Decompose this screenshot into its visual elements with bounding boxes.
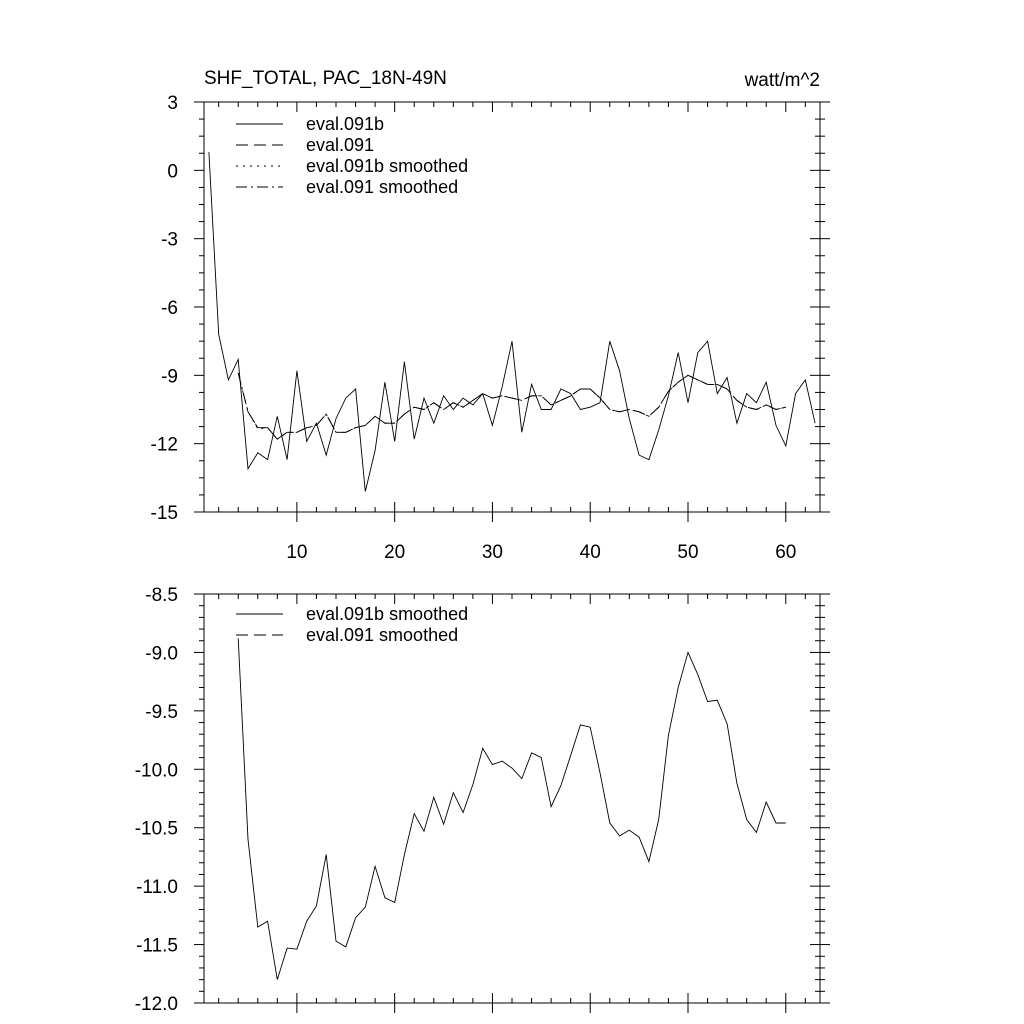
x-tick-label: 10 xyxy=(286,542,307,563)
legend-label: eval.091b smoothed xyxy=(306,156,468,176)
y-tick-label: -9 xyxy=(161,366,178,387)
y-tick-label: 3 xyxy=(167,93,178,114)
y-tick-label: -12 xyxy=(151,435,178,456)
y-tick-label: -12.0 xyxy=(135,994,178,1015)
legend-label: eval.091b xyxy=(306,114,384,134)
x-tick-label: 30 xyxy=(482,542,503,563)
x-tick-label: 40 xyxy=(580,542,601,563)
y-tick-label: -9.0 xyxy=(145,643,178,664)
y-tick-label: -11.0 xyxy=(136,877,178,898)
series-line xyxy=(237,638,786,980)
units-label: watt/m^2 xyxy=(744,70,820,91)
y-tick-label: -9.5 xyxy=(145,702,178,723)
y-tick-label: -10.5 xyxy=(135,819,178,840)
legend-label: eval.091 smoothed xyxy=(306,177,458,197)
series-line xyxy=(237,372,786,440)
x-tick-label: 20 xyxy=(384,542,405,563)
plot-frame xyxy=(203,101,821,513)
legend-label: eval.091b smoothed xyxy=(306,604,468,624)
panel-title: SHF_TOTAL, PAC_18N-49N xyxy=(204,68,447,89)
x-tick-label: 60 xyxy=(775,542,796,563)
y-tick-label: -15 xyxy=(151,503,178,524)
y-tick-label: -3 xyxy=(161,230,178,251)
x-tick-label: 50 xyxy=(677,542,698,563)
y-tick-label: -10.0 xyxy=(135,760,178,781)
y-tick-label: -6 xyxy=(161,298,178,319)
top-panel: SHF_TOTAL, PAC_18N-49N watt/m^2 10 20 30 40… xyxy=(151,68,830,563)
legend-label: eval.091 xyxy=(306,135,374,155)
bottom-panel: -8.5 -9.0 -9.5 -10.0 -10.5 -11.0 -11.5 -12.0 eva… xyxy=(135,585,830,1015)
y-tick-label: 0 xyxy=(167,161,178,182)
legend-label: eval.091 smoothed xyxy=(306,625,458,645)
plot-frame xyxy=(203,593,821,1004)
series-line xyxy=(208,152,816,492)
y-tick-label: -11.5 xyxy=(136,936,178,957)
y-tick-label: -8.5 xyxy=(145,585,178,606)
